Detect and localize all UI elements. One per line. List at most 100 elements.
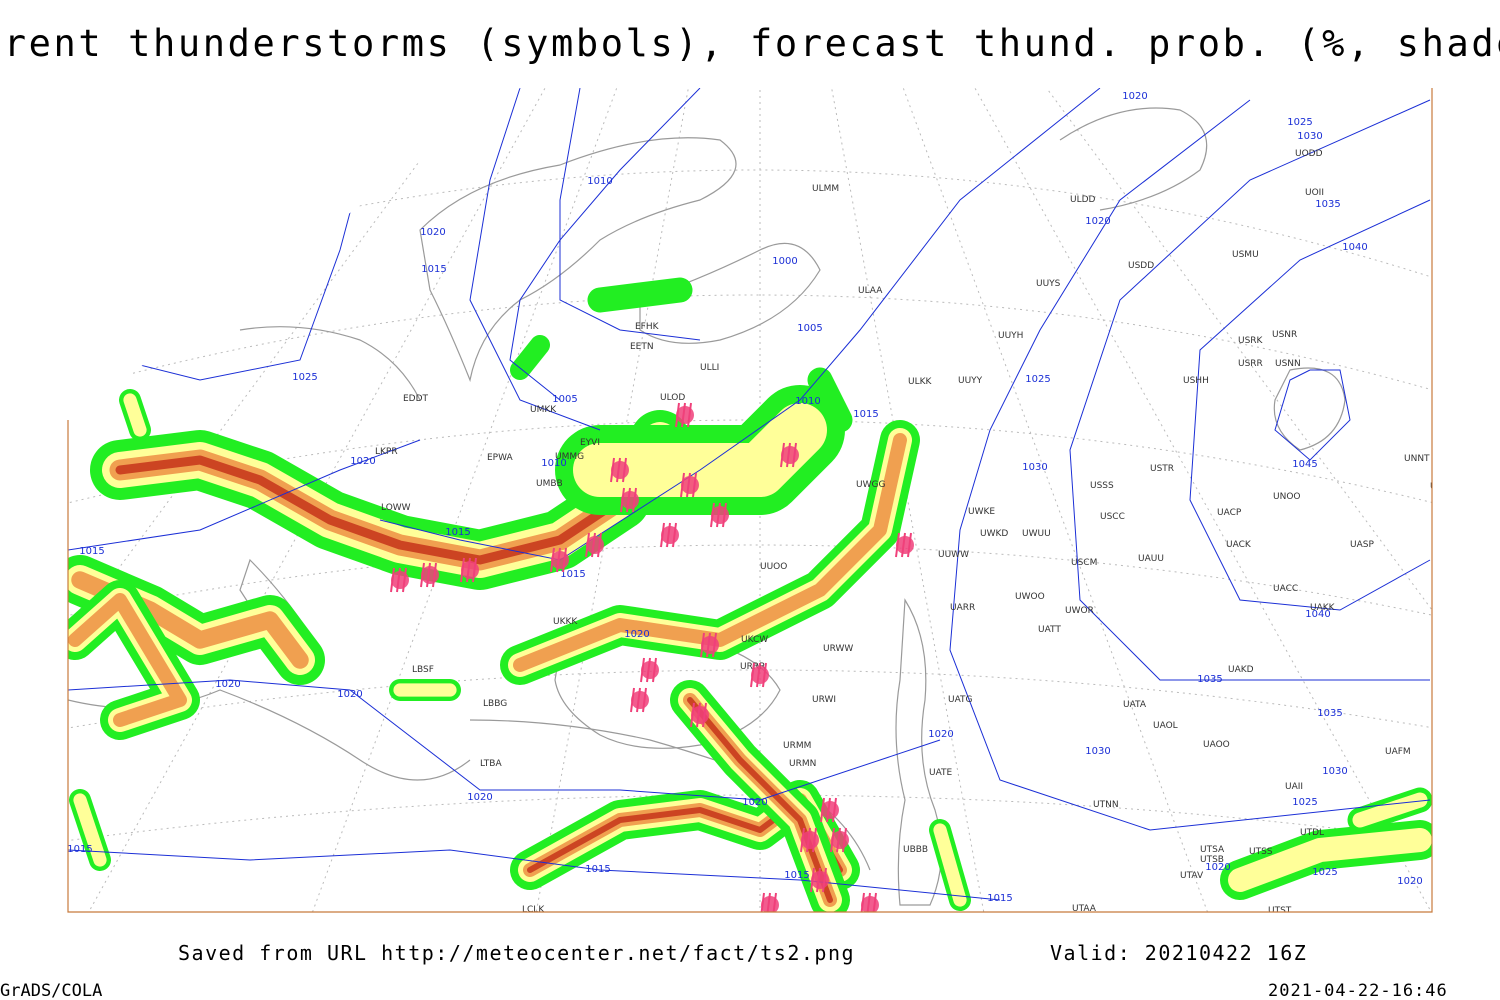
station-label: UAUU: [1138, 554, 1164, 564]
isobar: [68, 679, 941, 801]
storm-symbol-stroke: [687, 402, 692, 428]
storm-symbol-stroke: [702, 702, 707, 728]
station-label: UTDL: [1300, 828, 1324, 838]
station-label: UODD: [1295, 149, 1323, 159]
storm-symbol-stroke: [722, 502, 727, 528]
parallel: [68, 169, 1432, 301]
isobar-label: 1020: [215, 679, 240, 690]
station-label: UTSA: [1200, 845, 1225, 855]
probability-band: [123, 393, 147, 437]
storm-symbol-stroke: [710, 502, 715, 528]
isobar-label: 1020: [1205, 862, 1230, 873]
station-label: UMMG: [555, 452, 584, 462]
software: GrADS/COLA: [0, 981, 102, 1000]
storm-symbol-stroke: [812, 827, 817, 853]
station-label: UUYY: [958, 376, 983, 386]
storm-symbol-stroke: [901, 532, 906, 558]
thunderstorm-probability-shading: [68, 277, 1432, 912]
storm-symbol-stroke: [626, 487, 631, 513]
probability-band: [73, 793, 107, 867]
isobar-label: 1030: [1085, 746, 1110, 757]
storm-symbol-stroke: [666, 522, 671, 548]
station-label: USNR: [1272, 330, 1297, 340]
storm-symbol-stroke: [706, 632, 711, 658]
storm-symbol-stroke: [660, 522, 665, 548]
storm-symbol-stroke: [562, 547, 567, 573]
isobar-label: 1020: [928, 729, 953, 740]
station-label: UWGG: [856, 480, 885, 490]
isobar-label: 1015: [445, 527, 470, 538]
station-label: ULDD: [1070, 195, 1096, 205]
isobar-label: 1025: [292, 372, 317, 383]
station-label: UNNT: [1404, 454, 1430, 464]
station-label: UBBB: [903, 845, 928, 855]
station-label: UWOR: [1065, 606, 1094, 616]
storm-symbol-stroke: [822, 867, 827, 893]
isobar-label: 1015: [585, 864, 610, 875]
isobar: [559, 88, 701, 341]
isobar: [1274, 369, 1351, 461]
station-label: UUWW: [938, 550, 969, 560]
isobar-label: 1015: [560, 569, 585, 580]
storm-symbol-stroke: [591, 532, 596, 558]
storm-symbol-stroke: [396, 567, 401, 593]
station-label: UMBB: [536, 479, 563, 489]
station-label: USRR: [1238, 359, 1263, 369]
station-label: UUYH: [998, 331, 1023, 341]
storm-symbol-stroke: [646, 657, 651, 683]
isobar: [119, 99, 381, 381]
storm-symbol-stroke: [692, 472, 697, 498]
storm-symbol-stroke: [712, 632, 717, 658]
station-label: USRK: [1238, 336, 1264, 346]
storm-symbol-stroke: [872, 892, 877, 912]
station-label: UWUU: [1022, 529, 1051, 539]
station-label: UAFM: [1385, 747, 1411, 757]
isobar: [949, 99, 1431, 831]
station-label: ULAA: [858, 286, 883, 296]
station-label: UTSB: [1200, 855, 1224, 865]
probability-band: [687, 697, 833, 903]
isobar-label: 1020: [742, 797, 767, 808]
storm-symbol-stroke: [402, 567, 407, 593]
timestamp: 2021-04-22-16:46: [1268, 981, 1448, 1000]
station-label: EDDT: [403, 394, 429, 404]
station-label: URWI: [812, 695, 836, 705]
storm-symbol-stroke: [675, 402, 680, 428]
isobar-label: 1015: [987, 893, 1012, 904]
station-label: UUOO: [760, 562, 787, 572]
station-label: USCC: [1100, 512, 1125, 522]
storm-symbol-stroke: [866, 892, 871, 912]
station-label: USDD: [1128, 261, 1154, 271]
station-label: UACP: [1217, 508, 1242, 518]
isobar-label: 1040: [1305, 609, 1330, 620]
isobar-label: 1040: [1342, 242, 1367, 253]
station-label: ULKK: [908, 377, 933, 387]
storm-symbol-stroke: [860, 892, 865, 912]
isobar-label: 1035: [1197, 674, 1222, 685]
storm-symbol-stroke: [550, 547, 555, 573]
station-label: UTNN: [1093, 800, 1119, 810]
station-label: UNBB: [1430, 482, 1456, 492]
map-frame: [67, 88, 1433, 913]
station-label: LCLK: [522, 905, 545, 915]
storm-symbol-stroke: [690, 702, 695, 728]
station-label: UACC: [1273, 584, 1298, 594]
station-label: UASP: [1350, 540, 1374, 550]
storm-symbol-stroke: [826, 797, 831, 823]
isobar-label: 1010: [795, 396, 820, 407]
storm-symbol-stroke: [640, 657, 645, 683]
isobar-label: 1030: [1322, 766, 1347, 777]
station-label: URMM: [783, 741, 811, 751]
storm-symbol-stroke: [616, 457, 621, 483]
storm-symbol-stroke: [622, 457, 627, 483]
probability-band: [510, 335, 550, 380]
storm-symbol-stroke: [842, 827, 847, 853]
isobar: [68, 849, 1001, 901]
storm-symbol-stroke: [472, 557, 477, 583]
isobar-label: 1005: [797, 323, 822, 334]
title: Current thunderstorms (symbols), forecas…: [0, 22, 1500, 65]
station-label: UARR: [950, 603, 975, 613]
isobar-label: 1020: [624, 629, 649, 640]
station-label: UAKK: [1310, 603, 1336, 613]
storm-symbol-stroke: [652, 657, 657, 683]
